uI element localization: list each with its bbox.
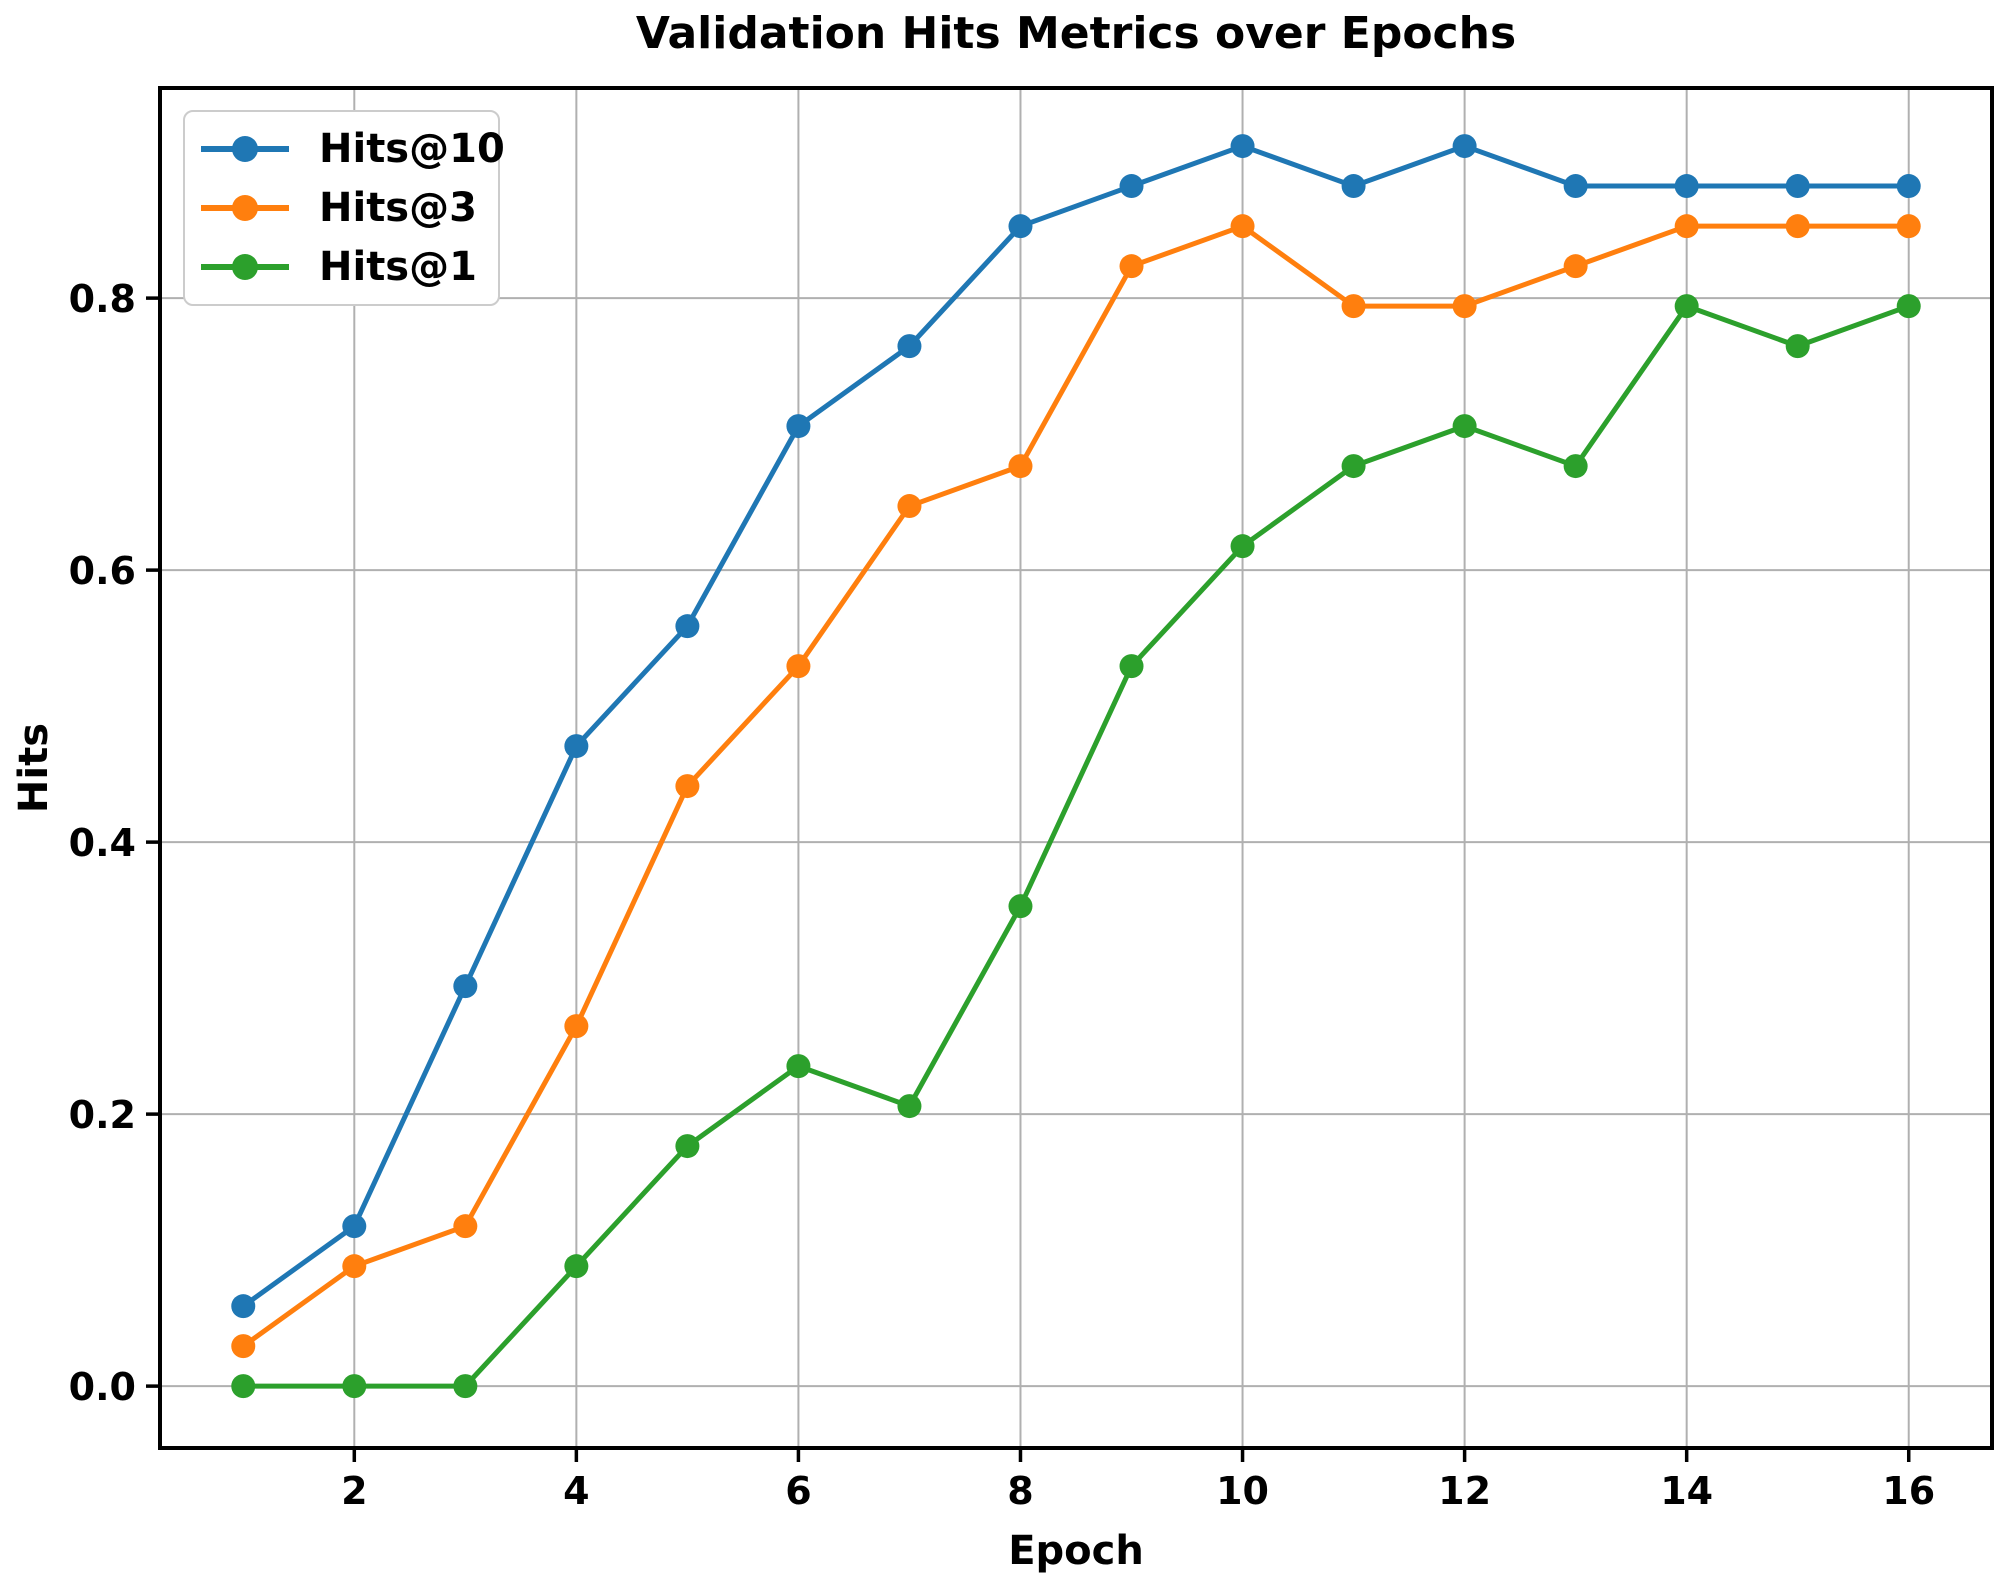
- data-point-hits@1-epoch-2: [342, 1374, 367, 1399]
- data-point-hits@1-epoch-15: [1785, 334, 1810, 359]
- data-point-hits@3-epoch-5: [675, 774, 700, 799]
- data-point-hits@1-epoch-8: [1008, 894, 1033, 919]
- data-point-hits@1-epoch-12: [1452, 414, 1477, 439]
- x-tick-label: 2: [341, 1469, 367, 1513]
- legend-item-label: Hits@10: [319, 126, 505, 173]
- y-axis-label: Hits: [11, 722, 57, 814]
- y-tick-label: 0.0: [69, 1365, 136, 1409]
- data-point-hits@10-epoch-10: [1230, 134, 1255, 159]
- data-point-hits@10-epoch-11: [1341, 174, 1366, 199]
- data-point-hits@10-epoch-1: [231, 1294, 256, 1319]
- data-point-hits@1-epoch-13: [1563, 454, 1588, 479]
- x-tick-label: 12: [1438, 1469, 1491, 1513]
- data-point-hits@1-epoch-7: [897, 1094, 922, 1119]
- data-point-hits@10-epoch-3: [453, 974, 478, 999]
- y-tick-label: 0.8: [69, 277, 136, 321]
- legend-item-hits@3: Hits@3: [199, 179, 498, 238]
- data-point-hits@1-epoch-10: [1230, 534, 1255, 559]
- x-tick-label: 6: [785, 1469, 811, 1513]
- data-point-hits@1-epoch-4: [564, 1254, 589, 1279]
- data-point-hits@3-epoch-16: [1896, 214, 1921, 239]
- data-point-hits@3-epoch-1: [231, 1334, 256, 1359]
- data-point-hits@3-epoch-9: [1119, 254, 1144, 279]
- data-point-hits@3-epoch-11: [1341, 294, 1366, 319]
- data-point-hits@10-epoch-15: [1785, 174, 1810, 199]
- data-point-hits@10-epoch-12: [1452, 134, 1477, 159]
- data-point-hits@3-epoch-6: [786, 654, 811, 679]
- data-point-hits@10-epoch-6: [786, 414, 811, 439]
- data-point-hits@3-epoch-8: [1008, 454, 1033, 479]
- y-tick-label: 0.4: [69, 821, 136, 865]
- data-point-hits@3-epoch-2: [342, 1254, 367, 1279]
- y-tick-label: 0.2: [69, 1093, 136, 1137]
- legend-line-marker-icon: [201, 136, 289, 163]
- y-tick-label: 0.6: [69, 549, 136, 593]
- data-point-hits@3-epoch-14: [1674, 214, 1699, 239]
- legend-item-label: Hits@1: [319, 243, 477, 290]
- data-point-hits@3-epoch-13: [1563, 254, 1588, 279]
- plot-border: [158, 86, 1994, 1450]
- data-point-hits@3-epoch-7: [897, 494, 922, 519]
- data-point-hits@10-epoch-2: [342, 1214, 367, 1239]
- x-tick-label: 8: [1007, 1469, 1033, 1513]
- legend-line-marker-icon: [201, 195, 289, 221]
- data-point-hits@1-epoch-11: [1341, 454, 1366, 479]
- data-point-hits@1-epoch-14: [1674, 294, 1699, 319]
- data-point-hits@3-epoch-15: [1785, 214, 1810, 239]
- series-line-hits@10: [240, 143, 1912, 1309]
- data-point-hits@3-epoch-4: [564, 1014, 589, 1039]
- data-point-hits@1-epoch-6: [786, 1054, 811, 1079]
- legend-item-hits@10: Hits@10: [199, 120, 505, 179]
- x-tick-label: 4: [563, 1469, 589, 1513]
- series-line-hits@1: [240, 303, 1912, 1389]
- data-point-hits@10-epoch-14: [1674, 174, 1699, 199]
- x-tick-label: 14: [1660, 1469, 1713, 1513]
- data-point-hits@10-epoch-8: [1008, 214, 1033, 239]
- data-point-hits@1-epoch-5: [675, 1134, 700, 1159]
- data-point-hits@10-epoch-9: [1119, 174, 1144, 199]
- series-line-hits@3: [240, 223, 1912, 1349]
- data-point-hits@10-epoch-5: [675, 614, 700, 639]
- data-point-hits@1-epoch-16: [1896, 294, 1921, 319]
- x-tick-label: 16: [1882, 1469, 1935, 1513]
- data-point-hits@3-epoch-12: [1452, 294, 1477, 319]
- data-point-hits@10-epoch-13: [1563, 174, 1588, 199]
- data-point-hits@1-epoch-9: [1119, 654, 1144, 679]
- legend-item-label: Hits@3: [319, 185, 477, 231]
- x-tick-label: 10: [1216, 1469, 1269, 1513]
- data-point-hits@10-epoch-7: [897, 334, 922, 359]
- data-point-hits@3-epoch-10: [1230, 214, 1255, 239]
- data-point-hits@1-epoch-3: [453, 1374, 478, 1399]
- data-point-hits@1-epoch-1: [231, 1374, 256, 1399]
- legend-line-marker-icon: [201, 253, 289, 280]
- data-point-hits@10-epoch-4: [564, 734, 589, 759]
- legend: Hits@10 Hits@3 Hits@1: [183, 110, 505, 306]
- chart-title: Validation Hits Metrics over Epochs: [635, 8, 1517, 59]
- data-point-hits@10-epoch-16: [1896, 174, 1921, 199]
- x-axis-label: Epoch: [1008, 1528, 1144, 1574]
- legend-item-hits@1: Hits@1: [199, 237, 498, 296]
- data-point-hits@3-epoch-3: [453, 1214, 478, 1239]
